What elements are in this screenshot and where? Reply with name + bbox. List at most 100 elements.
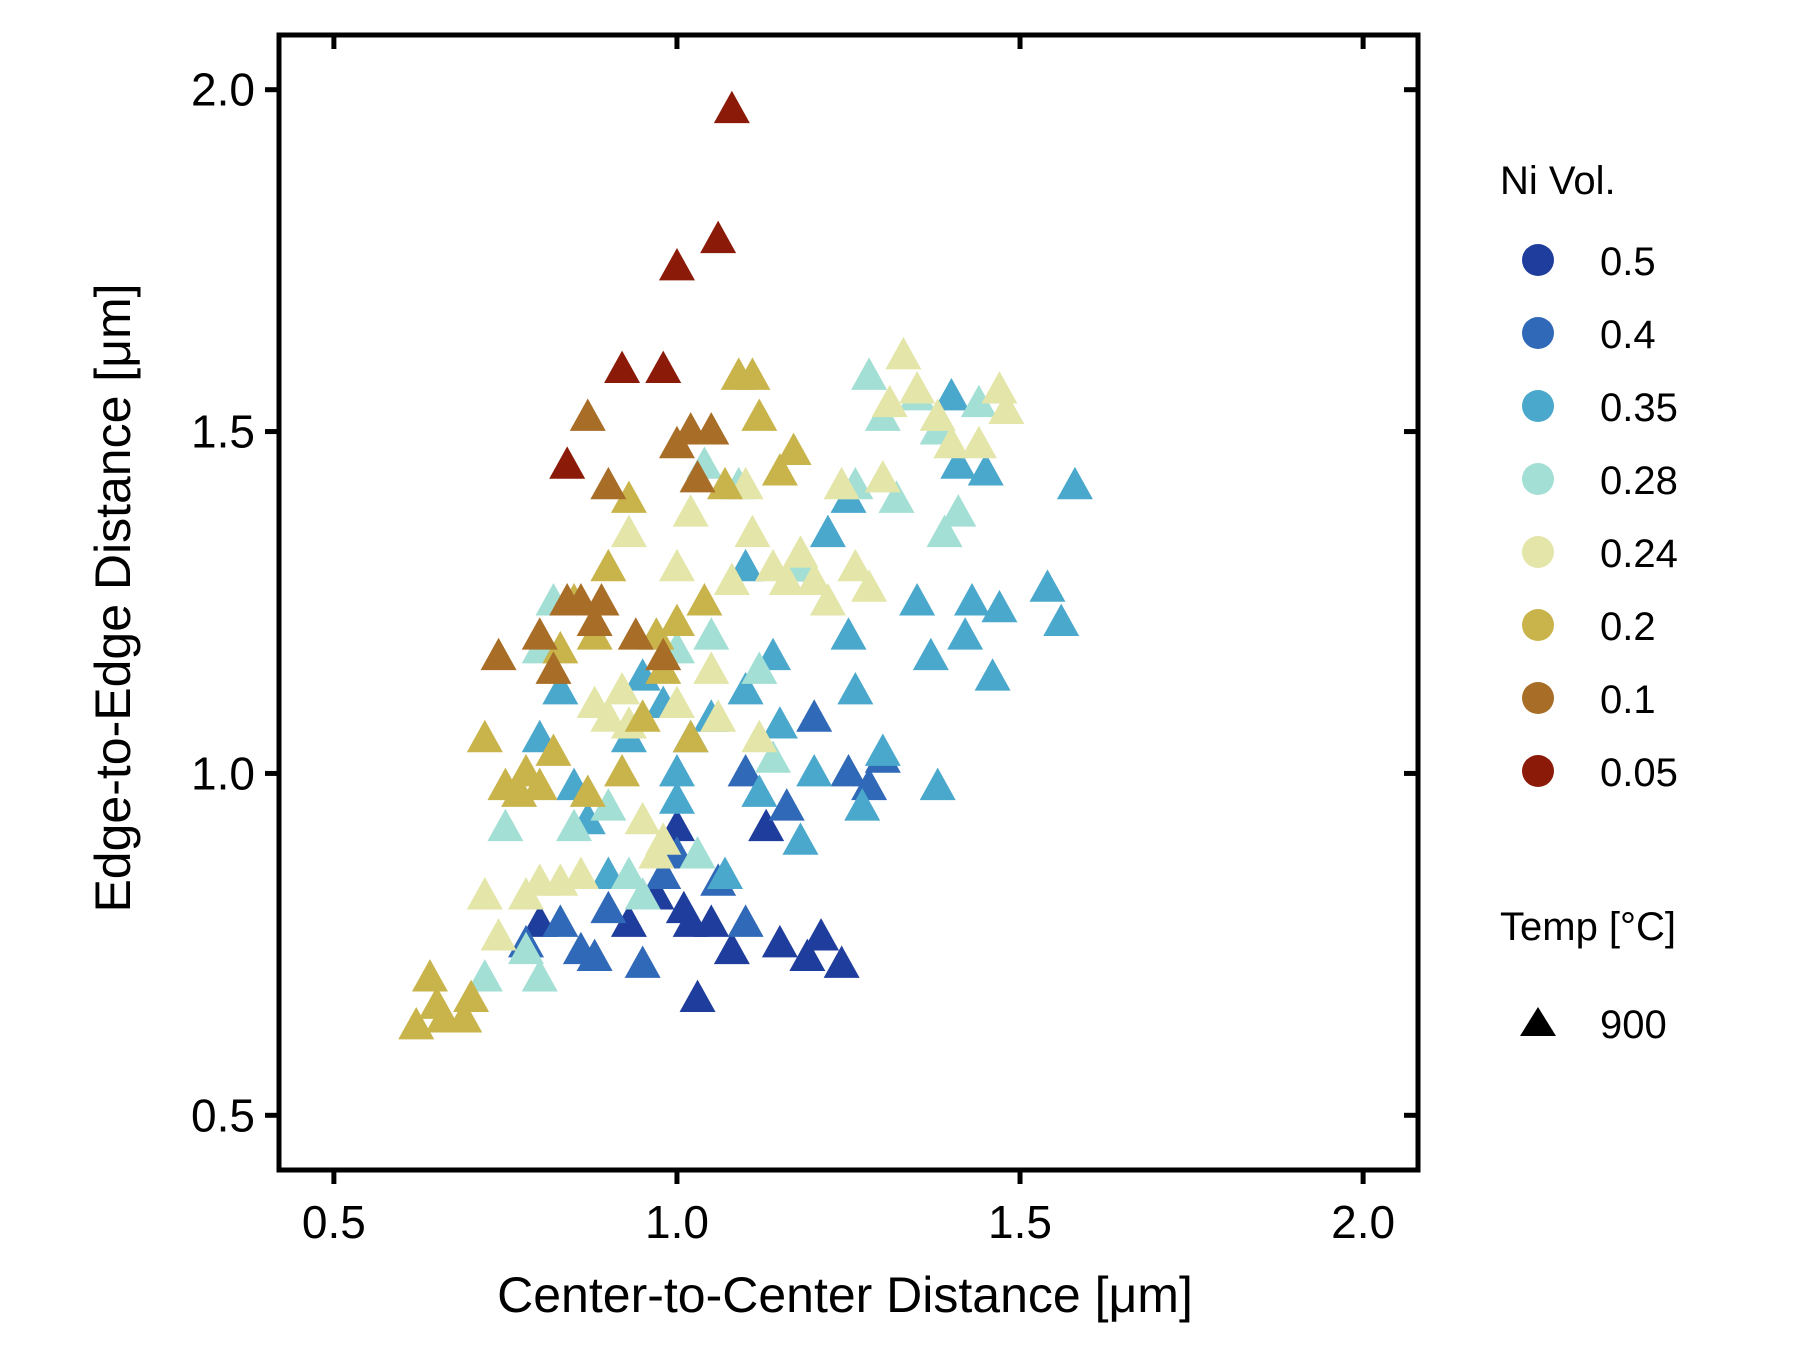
data-point-triangle bbox=[590, 788, 627, 821]
data-point-triangle bbox=[713, 931, 750, 965]
data-point-triangle bbox=[658, 248, 695, 281]
data-point-triangle bbox=[837, 671, 874, 705]
data-point-triangle bbox=[912, 637, 949, 671]
data-point-triangle bbox=[604, 671, 641, 705]
data-point-triangle bbox=[453, 979, 490, 1013]
data-point-triangle bbox=[713, 562, 750, 595]
data-point-triangle bbox=[727, 753, 764, 787]
data-point-triangle bbox=[624, 699, 661, 732]
data-point-triangle bbox=[967, 453, 1004, 486]
legend-color-swatch bbox=[1522, 609, 1554, 641]
legend-color-swatch bbox=[1522, 390, 1554, 422]
data-point-triangle bbox=[610, 856, 647, 889]
data-point-triangle bbox=[1043, 603, 1080, 636]
legend-color-label: 0.05 bbox=[1600, 751, 1678, 795]
legend-color-label: 0.2 bbox=[1600, 605, 1656, 649]
legend-color-label: 0.24 bbox=[1600, 532, 1678, 576]
data-point-triangle bbox=[556, 808, 593, 842]
data-point-triangle bbox=[1056, 466, 1093, 500]
data-point-triangle bbox=[672, 494, 709, 527]
legend-color-items: 0.5 0.4 0.35 0.28 0.24 0.2 0.1 0.05 bbox=[1522, 240, 1678, 795]
data-point-triangle bbox=[940, 494, 977, 527]
data-point-triangle bbox=[761, 924, 798, 958]
data-point-triangle bbox=[624, 877, 661, 910]
data-point-triangle bbox=[796, 753, 833, 787]
data-point-triangle bbox=[466, 959, 503, 992]
data-point-triangle bbox=[617, 617, 654, 650]
data-point-triangle bbox=[645, 350, 682, 383]
data-point-triangle bbox=[960, 384, 997, 418]
data-point-triangle bbox=[583, 583, 620, 616]
data-point-triangle bbox=[542, 904, 579, 937]
data-point-triangle bbox=[768, 562, 805, 595]
data-point-triangle bbox=[899, 583, 936, 616]
data-point-triangle bbox=[700, 220, 737, 254]
data-point-triangle bbox=[521, 767, 558, 801]
data-point-triangle bbox=[940, 446, 977, 479]
y-tick-label: 1.0 bbox=[191, 747, 255, 799]
legend-color-label: 0.4 bbox=[1600, 313, 1656, 357]
y-tick-label: 1.5 bbox=[191, 406, 255, 458]
legend: Ni Vol. 0.5 0.4 0.35 0.28 0.24 0.2 0.1 0.05 Tem… bbox=[1500, 159, 1678, 1047]
y-tick-label: 0.5 bbox=[191, 1089, 255, 1141]
data-point-triangle bbox=[590, 890, 627, 924]
data-point-triangle bbox=[610, 514, 647, 548]
data-point-triangle bbox=[521, 959, 558, 992]
data-point-triangle bbox=[549, 446, 586, 479]
x-tick-label: 0.5 bbox=[302, 1196, 366, 1248]
data-point-triangle bbox=[809, 583, 846, 616]
x-axis-title: Center-to-Center Distance [μm] bbox=[497, 1267, 1193, 1323]
legend-color-label: 0.5 bbox=[1600, 240, 1656, 284]
data-point-triangle bbox=[947, 617, 984, 650]
data-point-triangle bbox=[590, 466, 627, 500]
legend-color-swatch bbox=[1522, 682, 1554, 714]
data-point-triangle bbox=[693, 617, 730, 650]
data-point-triangle bbox=[851, 357, 888, 390]
x-tick-label: 1.0 bbox=[645, 1196, 709, 1248]
data-point-triangle bbox=[542, 630, 579, 664]
legend-color-swatch bbox=[1522, 463, 1554, 495]
data-point-triangle bbox=[761, 706, 798, 739]
legend-color-swatch bbox=[1522, 755, 1554, 787]
data-point-triangle bbox=[658, 781, 695, 814]
data-point-triangle bbox=[562, 856, 599, 889]
data-point-triangle bbox=[576, 938, 613, 972]
data-point-triangle bbox=[604, 350, 641, 383]
data-point-triangle bbox=[542, 671, 579, 705]
data-point-triangle bbox=[569, 774, 606, 807]
data-point-triangle bbox=[569, 398, 606, 431]
data-point-triangle bbox=[576, 603, 613, 636]
data-points bbox=[398, 90, 1093, 1040]
data-point-triangle bbox=[679, 459, 716, 493]
data-point-triangle bbox=[679, 979, 716, 1013]
data-point-triangle bbox=[974, 658, 1011, 691]
data-point-triangle bbox=[803, 918, 840, 951]
legend-shape-label: 900 bbox=[1600, 1003, 1667, 1047]
data-point-triangle bbox=[658, 753, 695, 787]
data-point-triangle bbox=[713, 90, 750, 124]
data-point-triangle bbox=[679, 836, 716, 869]
data-point-triangle bbox=[796, 562, 833, 595]
data-point-triangle bbox=[768, 788, 805, 821]
data-point-triangle bbox=[741, 774, 778, 807]
data-point-triangle bbox=[871, 384, 908, 418]
data-point-triangle bbox=[734, 514, 771, 548]
data-point-triangle bbox=[645, 856, 682, 889]
legend-triangle-marker bbox=[1520, 1007, 1556, 1036]
data-point-triangle bbox=[645, 822, 682, 855]
data-point-triangle bbox=[796, 699, 833, 732]
legend-shape-title: Temp [°C] bbox=[1500, 905, 1676, 949]
data-point-triangle bbox=[748, 808, 785, 842]
data-point-triangle bbox=[693, 651, 730, 684]
legend-color-label: 0.28 bbox=[1600, 459, 1678, 503]
data-point-triangle bbox=[823, 466, 860, 500]
plot-frame bbox=[276, 32, 1421, 1173]
data-point-triangle bbox=[610, 480, 647, 513]
data-point-triangle bbox=[981, 371, 1018, 404]
data-point-triangle bbox=[706, 466, 743, 500]
legend-color-swatch bbox=[1522, 244, 1554, 276]
data-point-triangle bbox=[837, 548, 874, 582]
data-point-triangle bbox=[851, 767, 888, 801]
data-point-triangle bbox=[919, 398, 956, 431]
